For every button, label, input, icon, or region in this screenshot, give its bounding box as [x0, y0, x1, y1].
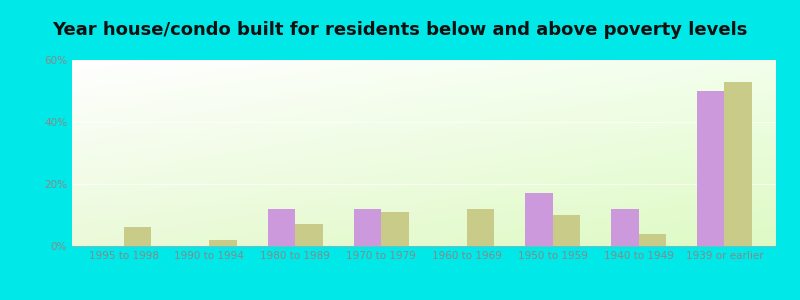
Bar: [611, 209, 638, 246]
Bar: [638, 234, 666, 246]
Bar: [381, 212, 409, 246]
Bar: [123, 227, 151, 246]
Bar: [725, 82, 752, 246]
Bar: [467, 209, 494, 246]
Bar: [295, 224, 322, 246]
Bar: [526, 193, 553, 246]
Bar: [697, 91, 725, 246]
Bar: [354, 209, 381, 246]
Text: Year house/condo built for residents below and above poverty levels: Year house/condo built for residents bel…: [52, 21, 748, 39]
Bar: [210, 240, 237, 246]
Bar: [553, 215, 580, 246]
Bar: [268, 209, 295, 246]
